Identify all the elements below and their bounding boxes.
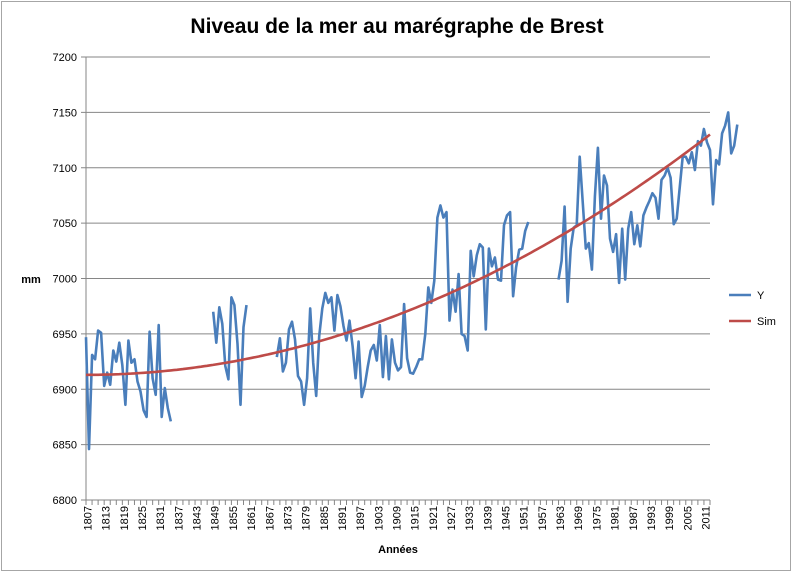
y-tick-label: 7100 [53,163,77,175]
y-tick-label: 6900 [53,384,77,396]
chart-title: Niveau de la mer au marégraphe de Brest [190,15,603,38]
x-tick-label: 1969 [573,506,585,530]
series-line-y [84,111,739,451]
x-tick-label: 1975 [591,506,603,530]
x-tick-label: 1825 [137,506,149,530]
x-tick-label: 1855 [228,506,240,530]
x-tick-label: 1807 [83,506,95,530]
x-tick-label: 2011 [700,506,712,530]
x-tick-label: 1879 [301,506,313,530]
y-tick-label: 7000 [53,274,77,286]
x-tick-label: 1837 [173,506,185,530]
x-tick-label: 1939 [482,506,494,530]
x-tick-label: 1861 [246,506,258,530]
x-tick-label: 1819 [119,506,131,530]
y-tick-label: 7200 [53,52,77,64]
legend-label: Sim [757,316,776,328]
x-tick-label: 1915 [410,506,422,530]
x-tick-label: 1831 [155,506,167,530]
x-tick-label: 1849 [210,506,222,530]
x-tick-label: 1903 [373,506,385,530]
y-tick-label: 6950 [53,329,77,341]
y-tick-label: 6800 [53,495,77,507]
x-tick-label: 1957 [537,506,549,530]
legend: Y Sim [729,290,776,328]
x-tick-label: 1909 [391,506,403,530]
x-tick-label: 1873 [282,506,294,530]
x-tick-label: 1813 [101,506,113,530]
x-axis-ticks: 1807 1813 1819 1825 1831 1837 1843 1849 1855 1861… [83,506,713,530]
series-lines [84,111,739,451]
y-tick-label: 7150 [53,107,77,119]
y-axis-label: mm [21,274,41,286]
x-tick-label: 1951 [519,506,531,530]
x-tick-label: 1993 [646,506,658,530]
x-tick-label: 1921 [428,506,440,530]
y-tick-label: 6850 [53,440,77,452]
x-tick-label: 1945 [501,506,513,530]
y-axis-ticks: 7200 7150 7100 7050 7000 6950 6900 6850 6800 [53,52,77,507]
x-tick-label: 2005 [682,506,694,530]
x-tick-label: 1891 [337,506,349,530]
series-line-sim [85,133,711,377]
x-tick-label: 1987 [628,506,640,530]
x-tick-label: 1933 [464,506,476,530]
x-tick-label: 1927 [446,506,458,530]
x-tick-label: 1867 [264,506,276,530]
x-tick-label: 1843 [192,506,204,530]
x-tick-label: 1885 [319,506,331,530]
gridlines [86,56,710,446]
axes [81,56,711,505]
x-tick-label: 1897 [355,506,367,530]
x-tick-label: 1999 [664,506,676,530]
x-tick-label: 1981 [610,506,622,530]
x-tick-label: 1963 [555,506,567,530]
legend-label: Y [757,290,765,302]
y-tick-label: 7050 [53,218,77,230]
x-axis-label: Années [378,544,418,556]
